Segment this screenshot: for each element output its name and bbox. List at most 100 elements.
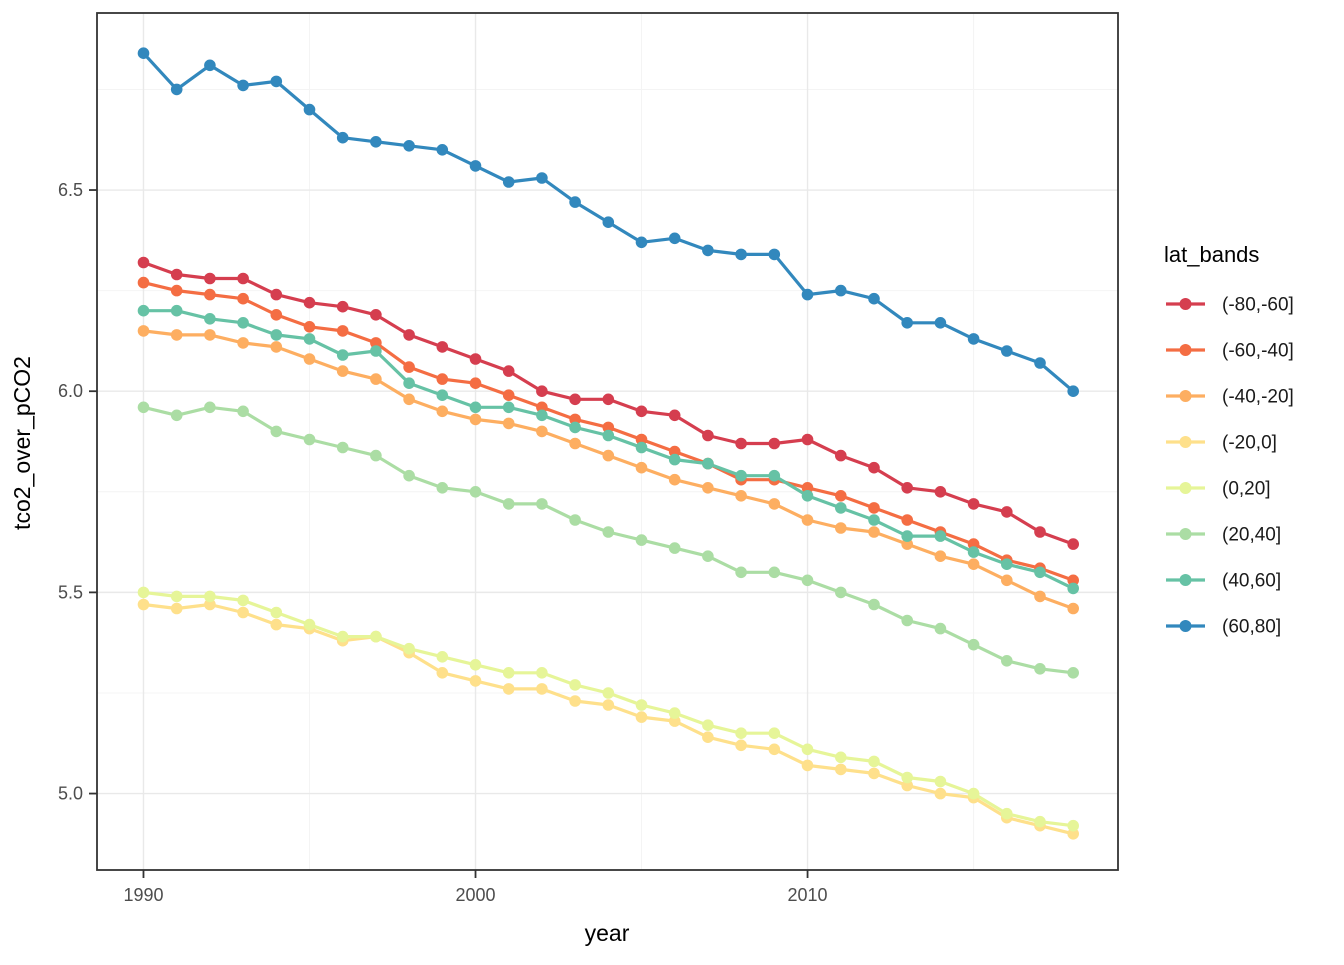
series-line (141, 405, 1075, 675)
data-point (237, 272, 249, 285)
data-point (370, 373, 382, 385)
y-tick-label: 6.5 (58, 180, 83, 200)
data-point (668, 542, 681, 554)
data-point (403, 642, 415, 655)
legend-item-label: (0,20] (1222, 479, 1271, 500)
data-point (901, 530, 913, 542)
data-point (204, 590, 216, 603)
data-point (801, 759, 814, 772)
data-point (502, 365, 515, 377)
data-point (137, 276, 150, 289)
legend-key-point-icon (1179, 482, 1192, 494)
series-(20,40] (137, 401, 1079, 679)
data-point (170, 304, 183, 317)
data-point (668, 409, 681, 422)
data-point (668, 453, 681, 466)
data-point (1001, 558, 1013, 570)
data-point (204, 59, 216, 72)
data-point (204, 313, 216, 325)
data-point (270, 75, 283, 88)
data-point (237, 317, 249, 329)
data-point (768, 566, 781, 579)
data-point (336, 325, 349, 337)
data-point (1067, 538, 1079, 550)
legend-item-label: (-80,-60] (1222, 295, 1294, 316)
data-point (137, 598, 150, 611)
data-point (967, 787, 980, 800)
y-tick-label: 5.5 (58, 582, 83, 602)
data-point (370, 136, 382, 148)
x-axis-title: year (585, 920, 630, 946)
data-point (868, 502, 880, 514)
data-point (536, 385, 548, 398)
data-point (569, 695, 581, 707)
data-point (170, 268, 183, 281)
legend-item-label: (-20,0] (1222, 433, 1277, 454)
data-point (635, 461, 648, 474)
data-point (270, 606, 283, 619)
data-point (1001, 345, 1013, 357)
y-tick-label: 5.0 (58, 784, 83, 804)
data-point (237, 606, 249, 619)
legend-title: lat_bands (1164, 242, 1259, 267)
data-point (237, 405, 249, 418)
data-point (237, 594, 249, 607)
data-point (668, 707, 681, 719)
data-point (303, 333, 316, 345)
data-point (801, 433, 814, 446)
data-point (967, 558, 980, 570)
data-point (569, 421, 581, 434)
y-tick-label: 6.0 (58, 381, 83, 401)
data-point (1034, 566, 1046, 579)
data-point (801, 490, 814, 502)
data-point (835, 751, 847, 764)
data-point (536, 401, 548, 414)
data-point (1034, 590, 1046, 603)
data-point (137, 256, 150, 269)
data-point (270, 288, 283, 301)
data-point (1067, 819, 1079, 832)
data-point (303, 296, 316, 309)
data-point (1034, 526, 1046, 538)
data-point (204, 288, 216, 301)
data-point (403, 469, 415, 482)
legend-key-point-icon (1179, 436, 1192, 448)
data-point (735, 566, 747, 579)
legend-key-point-icon (1179, 344, 1192, 356)
data-point (901, 317, 913, 329)
data-point (237, 292, 249, 305)
legend-item-label: (40,60] (1222, 571, 1281, 592)
data-point (768, 498, 781, 510)
data-point (735, 248, 747, 261)
data-point (536, 667, 548, 679)
data-point (336, 131, 349, 144)
data-point (934, 530, 947, 542)
data-point (469, 353, 482, 365)
data-point (303, 321, 316, 333)
data-point (735, 437, 747, 450)
data-point (403, 377, 415, 390)
data-point (702, 731, 714, 743)
x-tick-label: 2000 (455, 885, 495, 905)
axis-layer: 1990 2000 2010 5.0 5.5 6.0 6.5 (58, 180, 828, 905)
data-point (934, 775, 947, 788)
data-point (868, 514, 880, 526)
data-point (336, 365, 349, 377)
data-point (536, 409, 548, 422)
data-point (1067, 385, 1079, 398)
data-point (436, 144, 449, 156)
x-tick-label: 2010 (788, 885, 828, 905)
data-point (336, 300, 349, 313)
data-point (436, 482, 449, 494)
data-point (303, 433, 316, 446)
data-point (1001, 506, 1013, 518)
data-point (469, 160, 482, 172)
series-layer (137, 47, 1079, 840)
series-(40,60] (137, 304, 1079, 595)
data-point (370, 449, 382, 462)
data-point (967, 546, 980, 558)
data-point (967, 538, 980, 550)
data-point (403, 393, 415, 406)
data-point (170, 329, 183, 341)
data-point (1001, 807, 1013, 820)
